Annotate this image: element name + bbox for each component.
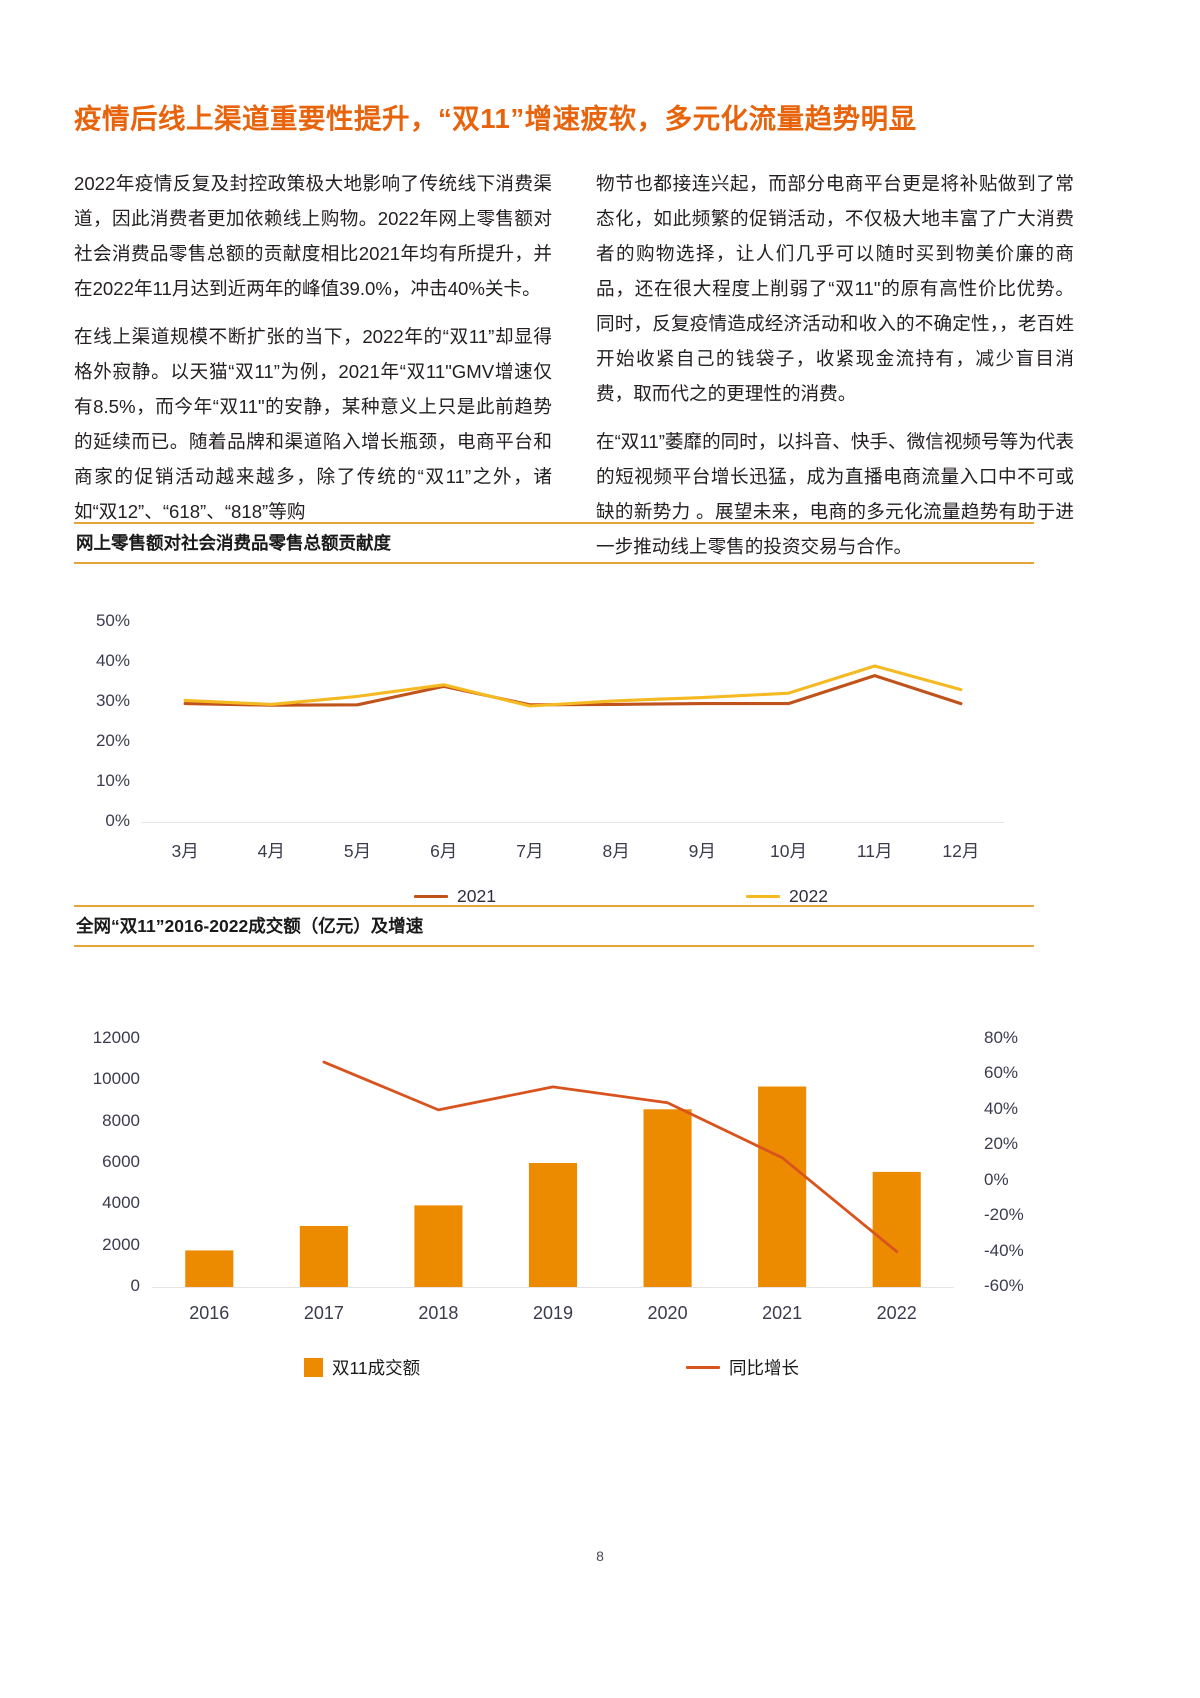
chart-bar-gmv: 全网“双11”2016-2022成交额（亿元）及增速 0 2000 4000 6000…: [74, 905, 1034, 1378]
paragraph: 在“双11”萎靡的同时，以抖音、快手、微信视频号等为代表的短视频平台增长迅猛，成…: [596, 431, 1074, 557]
chart-legend: 2021: [414, 886, 496, 907]
chart-line-contribution: 网上零售额对社会消费品零售总额贡献度 0% 10% 20% 30% 40% 50% 3月 4月…: [74, 522, 1034, 964]
chart-legend: 同比增长: [686, 1355, 799, 1380]
x-axis-line: [152, 1287, 954, 1289]
legend-swatch-gmv: [304, 1358, 323, 1377]
x-axis-tick-label: 10月: [770, 841, 807, 861]
y-axis-right-tick-label: 80%: [984, 1028, 1019, 1047]
x-axis-tick-label: 2022: [876, 1303, 917, 1323]
x-axis-tick-label: 2020: [647, 1303, 688, 1323]
bar: [643, 1109, 692, 1287]
legend-label-2022: 2022: [789, 886, 828, 906]
y-axis-left-tick-label: 4000: [102, 1193, 140, 1213]
paragraph: 2022年疫情反复及封控政策极大地影响了传统线下消费渠道，因此消费者更加依赖线上…: [74, 173, 552, 299]
x-axis-tick-label: 2021: [762, 1303, 803, 1323]
x-axis-tick-label: 2017: [303, 1303, 344, 1323]
chart-legend: 2022: [746, 886, 828, 907]
chart-title: 全网“双11”2016-2022成交额（亿元）及增速: [76, 916, 424, 936]
y-axis-right-tick-label: 60%: [984, 1063, 1019, 1083]
page-title: 疫情后线上渠道重要性提升，“双11”增速疲软，多元化流量趋势明显: [74, 103, 917, 134]
y-axis-right-tick-label: -40%: [984, 1240, 1024, 1260]
y-axis-left-tick-label: 12000: [92, 1028, 140, 1047]
growth-line-series: [322, 1060, 899, 1253]
x-axis-tick-label: 5月: [343, 841, 372, 861]
y-axis-tick-label: 40%: [95, 651, 130, 670]
body-columns: 2022年疫情反复及封控政策极大地影响了传统线下消费渠道，因此消费者更加依赖线上…: [74, 166, 1074, 557]
x-axis-tick-label: 6月: [430, 841, 458, 861]
chart-title-bar: 全网“双11”2016-2022成交额（亿元）及增速: [74, 905, 1034, 947]
x-axis-tick-label: 11月: [856, 841, 893, 861]
bar: [872, 1171, 921, 1287]
x-axis-tick-label: 12月: [942, 841, 980, 861]
legend-label-2021: 2021: [457, 886, 496, 906]
y-axis-tick-label: 50%: [95, 611, 130, 630]
y-axis-right-tick-label: -20%: [984, 1205, 1024, 1225]
legend-swatch-growth: [686, 1365, 720, 1370]
x-axis-tick-label: 2018: [418, 1303, 459, 1323]
chart-plot-area: 0 2000 4000 6000 8000 10000 12000 -60% -40% -20% 0…: [74, 947, 1034, 1378]
bar: [414, 1205, 463, 1287]
x-axis-tick-label: 2019: [532, 1303, 574, 1323]
x-axis-line: [142, 822, 1004, 824]
chart-legend: 双11成交额: [304, 1355, 420, 1380]
x-axis-tick-label: 2016: [189, 1303, 230, 1323]
y-axis-left-tick-label: 0: [130, 1276, 140, 1295]
page-number: 8: [596, 1548, 604, 1564]
x-axis-tick-label: 8月: [602, 841, 630, 861]
y-axis-left-tick-label: 2000: [102, 1234, 140, 1254]
body-column-left: 2022年疫情反复及封控政策极大地影响了传统线下消费渠道，因此消费者更加依赖线上…: [74, 166, 552, 542]
y-axis-tick-label: 0%: [105, 811, 130, 830]
bar: [758, 1086, 807, 1287]
y-axis-right-tick-label: 40%: [984, 1098, 1019, 1118]
x-axis-tick-label: 3月: [171, 841, 199, 861]
legend-label-growth: 同比增长: [729, 1358, 799, 1378]
chart-title-bar: 网上零售额对社会消费品零售总额贡献度: [74, 522, 1034, 564]
y-axis-tick-label: 20%: [95, 731, 130, 750]
paragraph: 在线上渠道规模不断扩张的当下，2022年的“双11”却显得格外寂静。以天猫“双1…: [74, 326, 552, 522]
x-axis-tick-label: 4月: [257, 841, 285, 861]
y-axis-left-tick-label: 6000: [102, 1152, 140, 1171]
line-series-svg: [183, 664, 963, 708]
legend-swatch-2021: [414, 894, 448, 899]
paragraph: 物节也都接连兴起，而部分电商平台更是将补贴做到了常态化，如此频繁的促销活动，不仅…: [596, 173, 1074, 404]
legend-label-gmv: 双11成交额: [332, 1358, 421, 1378]
x-axis-tick-label: 7月: [516, 841, 544, 861]
y-axis-right-tick-label: -60%: [984, 1276, 1024, 1295]
chart-plot-area: 0% 10% 20% 30% 40% 50% 3月 4月 5月 6月 7月 8月 9月 10月 11月 12月…: [74, 564, 1034, 964]
chart-title: 网上零售额对社会消费品零售总额贡献度: [76, 533, 391, 553]
body-column-right: 物节也都接连兴起，而部分电商平台更是将补贴做到了常态化，如此频繁的促销活动，不仅…: [596, 166, 1074, 577]
bar-and-line-svg: [185, 1060, 921, 1287]
y-axis-left-tick-label: 8000: [102, 1110, 140, 1130]
bar: [528, 1163, 578, 1287]
legend-swatch-2022: [746, 894, 780, 899]
y-axis-right-tick-label: 0%: [984, 1169, 1009, 1189]
x-axis-tick-label: 9月: [688, 841, 716, 861]
y-axis-tick-label: 10%: [95, 771, 130, 790]
bar: [299, 1225, 348, 1287]
y-axis-right-tick-label: 20%: [984, 1134, 1019, 1154]
y-axis-tick-label: 30%: [95, 691, 130, 710]
bar: [185, 1250, 234, 1287]
y-axis-left-tick-label: 10000: [92, 1069, 140, 1089]
line-series-2022: [183, 664, 963, 708]
